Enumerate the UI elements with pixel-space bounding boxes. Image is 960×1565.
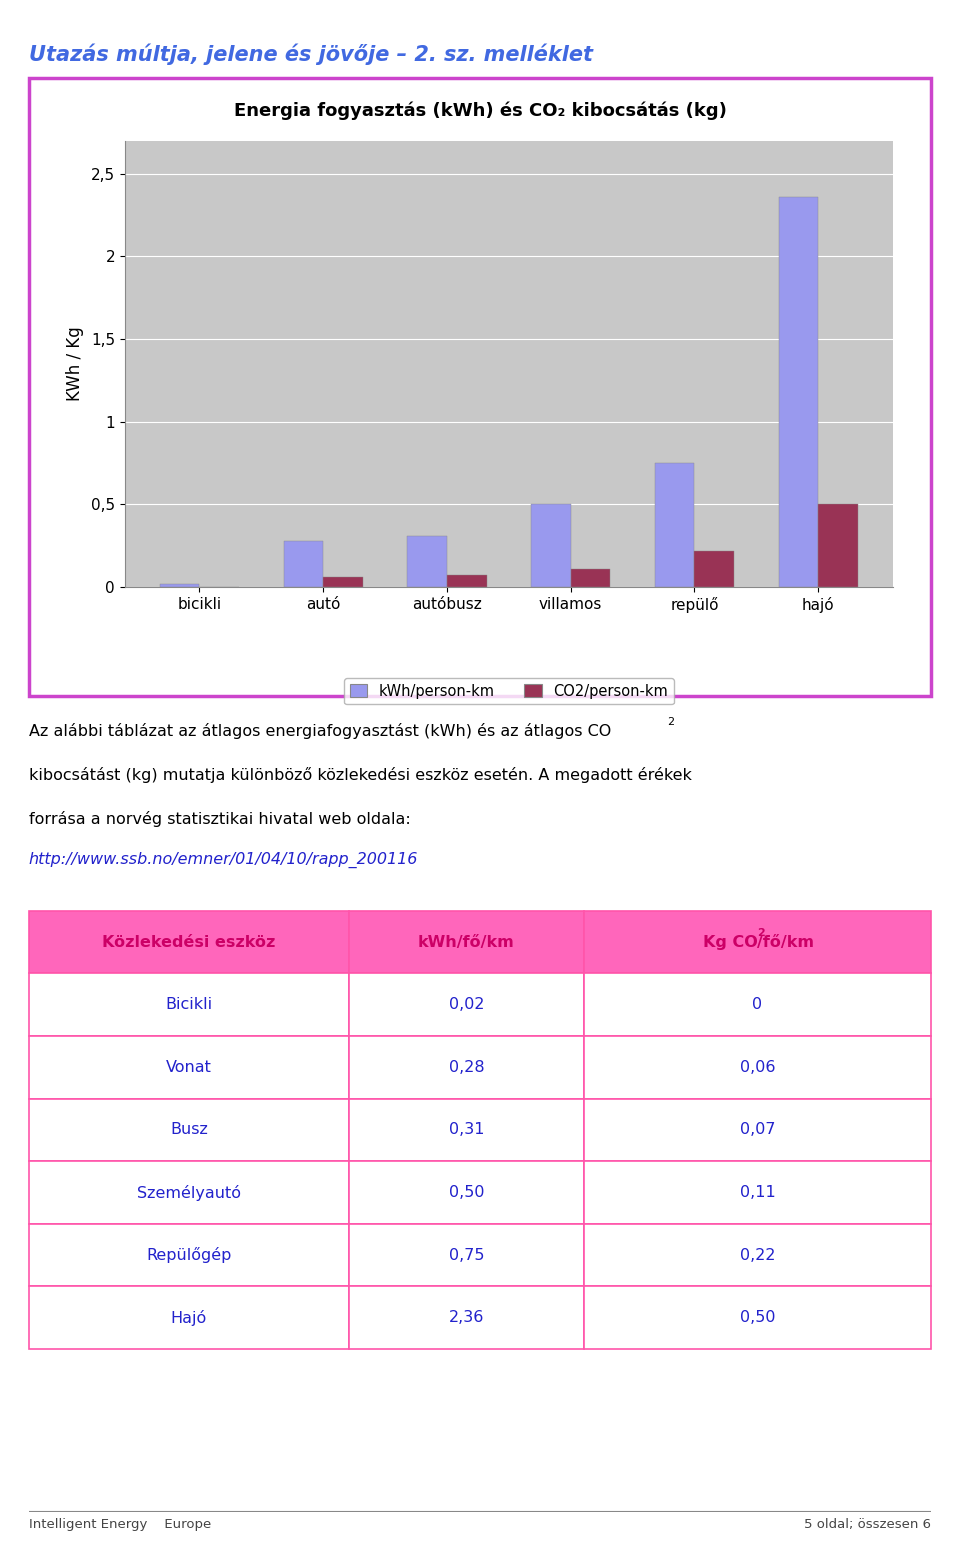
Text: 2: 2 <box>667 717 674 726</box>
Text: Vonat: Vonat <box>166 1060 212 1075</box>
Text: Busz: Busz <box>170 1122 208 1138</box>
Text: Repülőgép: Repülőgép <box>146 1247 231 1263</box>
Text: 5 oldal; összesen 6: 5 oldal; összesen 6 <box>804 1518 931 1531</box>
Text: 0,31: 0,31 <box>448 1122 484 1138</box>
Text: 0,11: 0,11 <box>739 1185 776 1200</box>
Text: Intelligent Energy    Europe: Intelligent Energy Europe <box>29 1518 211 1531</box>
Text: Hajó: Hajó <box>171 1310 207 1326</box>
Text: Utazás múltja, jelene és jövője – 2. sz. melléklet: Utazás múltja, jelene és jövője – 2. sz.… <box>29 44 592 66</box>
Text: 0,02: 0,02 <box>448 997 484 1013</box>
Bar <box>324 577 363 587</box>
Text: 0,75: 0,75 <box>448 1247 484 1263</box>
Text: Bicikli: Bicikli <box>165 997 212 1013</box>
Text: 0: 0 <box>753 997 762 1013</box>
Text: kWh/fő/km: kWh/fő/km <box>419 934 515 950</box>
Text: Kg CO: Kg CO <box>703 934 757 950</box>
Bar <box>283 540 324 587</box>
Text: Az alábbi táblázat az átlagos energiafogyasztást (kWh) és az átlagos CO: Az alábbi táblázat az átlagos energiafog… <box>29 723 612 739</box>
Bar <box>779 197 818 587</box>
Bar <box>818 504 858 587</box>
Bar <box>655 463 694 587</box>
Bar <box>407 535 447 587</box>
Y-axis label: KWh / Kg: KWh / Kg <box>66 327 84 401</box>
Bar <box>531 504 570 587</box>
Text: forrása a norvég statisztikai hivatal web oldala:: forrása a norvég statisztikai hivatal we… <box>29 811 411 826</box>
Text: 0,22: 0,22 <box>740 1247 776 1263</box>
Text: Közlekedési eszköz: Közlekedési eszköz <box>103 934 276 950</box>
Text: Személyautó: Személyautó <box>137 1185 241 1200</box>
Text: 0,06: 0,06 <box>740 1060 776 1075</box>
Text: kibocsátást (kg) mutatja különböző közlekedési eszköz esetén. A megadott érékek: kibocsátást (kg) mutatja különböző közle… <box>29 767 691 782</box>
Text: 2,36: 2,36 <box>448 1310 484 1326</box>
Bar <box>570 568 611 587</box>
Bar <box>447 576 487 587</box>
Text: http://www.ssb.no/emner/01/04/10/rapp_200116: http://www.ssb.no/emner/01/04/10/rapp_20… <box>29 851 419 867</box>
Text: 0,07: 0,07 <box>740 1122 776 1138</box>
Text: Energia fogyasztás (kWh) és CO₂ kibocsátás (kg): Energia fogyasztás (kWh) és CO₂ kibocsát… <box>233 102 727 121</box>
Text: 2: 2 <box>757 928 765 937</box>
Bar <box>159 584 200 587</box>
Text: 0,28: 0,28 <box>448 1060 484 1075</box>
Legend: kWh/person-km, CO2/person-km: kWh/person-km, CO2/person-km <box>344 678 674 704</box>
Text: /fő/km: /fő/km <box>757 934 814 950</box>
Bar <box>694 551 734 587</box>
Text: 0,50: 0,50 <box>448 1185 484 1200</box>
Text: 0,50: 0,50 <box>740 1310 776 1326</box>
